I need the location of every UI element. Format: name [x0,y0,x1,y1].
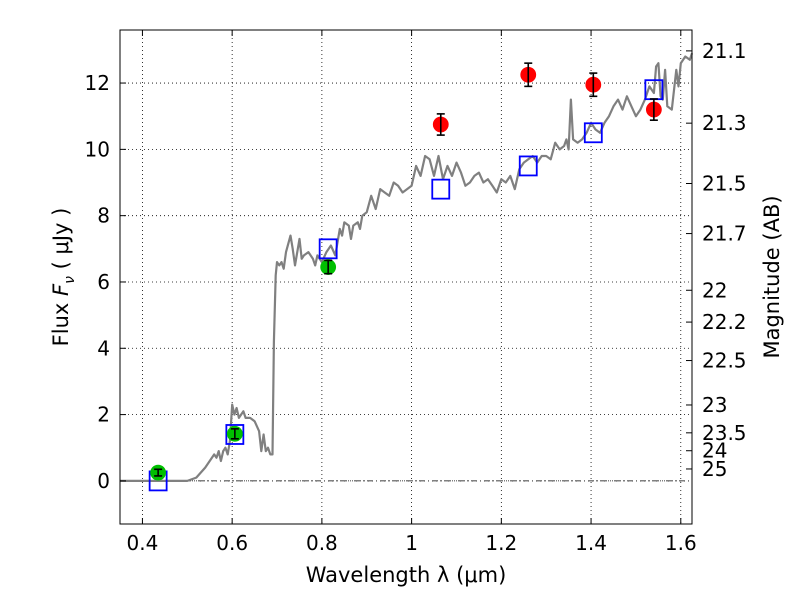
x-tick-label: 1.4 [575,531,607,555]
x-tick-label: 1 [405,531,418,555]
y-axis-label-symbol: F [49,283,73,296]
y-tick-label: 2 [97,403,110,427]
y-axis-label-subscript: ν [62,276,78,284]
y2-tick-label: 23.5 [702,421,747,445]
x-tick-label: 0.8 [306,531,338,555]
y2-tick-label: 25 [702,457,727,481]
x-axis-label: Wavelength λ (μm) [306,563,507,587]
y-tick-label: 6 [97,270,110,294]
x-tick-label: 1.6 [665,531,697,555]
model-photometry-square [583,122,603,144]
y2-tick-label: 22.2 [702,310,747,334]
y2-tick-label: 21.7 [702,222,747,246]
model-photometry-square [518,155,538,177]
model-photometry-square [431,178,451,200]
y-tick-label: 0 [97,469,110,493]
y2-tick-label: 24 [702,439,727,463]
y2-axis-label: Magnitude (AB) [760,195,784,358]
y2-tick-label: 21.5 [702,172,747,196]
y2-tick-label: 22 [702,278,727,302]
y2-tick-label: 21.3 [702,111,747,135]
plot-frame [119,29,693,525]
y2-tick-label: 21.1 [702,39,747,63]
ticks: 0.4 0.6 0.8 1 1.2 1.4 1.602468101221.121.321.5… [85,30,747,555]
y-tick-label: 8 [97,204,110,228]
y2-tick-label: 22.5 [702,349,747,373]
x-tick-label: 0.6 [216,531,248,555]
model-photometry-square [318,238,338,260]
y-tick-label: 10 [85,137,110,161]
y2-tick-label: 23 [702,393,727,417]
spectrum-line [120,52,694,482]
series-layer [120,52,694,492]
y-axis-label: Flux Fν ( μJy ) [49,208,78,347]
x-tick-label: 1.2 [485,531,517,555]
y-tick-label: 4 [97,336,110,360]
y-axis-label-prefix: Flux [49,296,73,346]
y-axis-label-unit: ( μJy ) [49,208,73,276]
x-tick-label: 0.4 [127,531,159,555]
model-photometry-square [225,424,245,445]
y-tick-label: 12 [85,71,110,95]
